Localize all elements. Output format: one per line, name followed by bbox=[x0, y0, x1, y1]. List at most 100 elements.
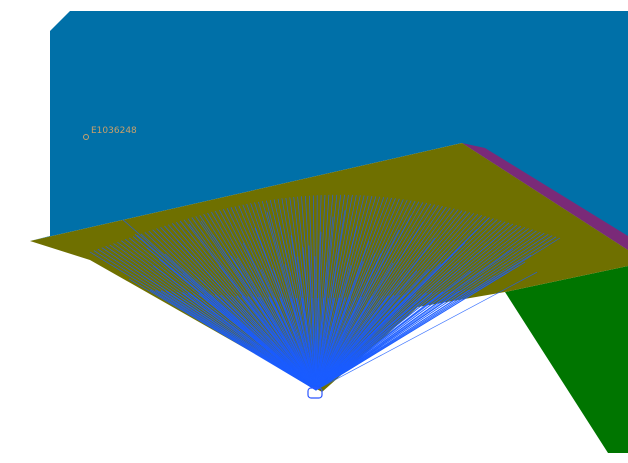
mesh-line bbox=[238, 205, 317, 391]
back-panel-surface[interactable] bbox=[30, 11, 628, 250]
mesh-line bbox=[315, 290, 454, 391]
mesh-line bbox=[315, 293, 417, 391]
mesh-line bbox=[293, 196, 317, 391]
mesh-line bbox=[315, 289, 471, 391]
mesh-line bbox=[315, 297, 324, 391]
mesh-line bbox=[315, 291, 449, 391]
node-label: E1036248 bbox=[91, 126, 137, 136]
mesh-line bbox=[315, 224, 518, 391]
mesh-line bbox=[315, 294, 411, 391]
mesh-line bbox=[315, 229, 400, 391]
mesh-line bbox=[315, 195, 318, 391]
edge-strip-surface[interactable] bbox=[462, 143, 628, 250]
mesh-line bbox=[225, 295, 317, 391]
mesh-line bbox=[315, 194, 326, 391]
mesh-line bbox=[231, 295, 317, 391]
mesh-line bbox=[285, 297, 317, 391]
mesh-line bbox=[279, 297, 317, 391]
mesh-line bbox=[315, 202, 424, 391]
mesh-line bbox=[315, 290, 465, 391]
mesh-line bbox=[315, 295, 389, 391]
mesh-line bbox=[160, 290, 317, 391]
mesh-line bbox=[315, 198, 396, 391]
mesh-line bbox=[315, 292, 433, 391]
mesh-line bbox=[315, 210, 346, 391]
mesh-line bbox=[315, 295, 384, 391]
mesh-line-fan bbox=[89, 194, 561, 391]
mesh-line bbox=[155, 290, 317, 391]
mesh-line bbox=[209, 294, 317, 391]
mesh-line bbox=[176, 291, 317, 391]
mesh-line bbox=[193, 292, 317, 391]
mesh-line bbox=[315, 292, 438, 391]
mesh-line bbox=[263, 297, 317, 391]
mesh-line bbox=[315, 216, 334, 391]
mesh-line bbox=[315, 199, 404, 391]
mesh-line bbox=[315, 197, 392, 391]
mesh-line bbox=[277, 198, 317, 391]
mesh-line bbox=[171, 291, 317, 391]
mesh-line bbox=[315, 297, 346, 391]
mesh-line bbox=[315, 297, 352, 391]
mesh-line bbox=[315, 205, 443, 391]
mesh-line bbox=[281, 198, 317, 391]
mesh-line bbox=[315, 240, 370, 391]
mesh-line bbox=[315, 293, 422, 391]
mesh-line bbox=[220, 294, 317, 391]
mesh-line bbox=[284, 264, 317, 391]
mesh-line bbox=[272, 268, 317, 391]
apex-node-marker[interactable] bbox=[307, 387, 323, 399]
mesh-line bbox=[296, 297, 317, 391]
mesh-line bbox=[247, 296, 317, 391]
mesh-line bbox=[315, 296, 373, 391]
mesh-line bbox=[315, 194, 330, 391]
mesh-line bbox=[144, 232, 317, 391]
mesh-line bbox=[315, 271, 538, 391]
mesh-line bbox=[312, 297, 317, 391]
mesh-line bbox=[315, 291, 444, 391]
mesh-line bbox=[258, 201, 317, 391]
mesh-line bbox=[315, 265, 352, 391]
mesh-line bbox=[187, 292, 317, 391]
mesh-line bbox=[315, 297, 319, 391]
mesh-line bbox=[315, 194, 342, 391]
mesh-line bbox=[252, 296, 317, 391]
mesh-line bbox=[315, 219, 498, 391]
mesh-line bbox=[315, 294, 400, 391]
mesh-line bbox=[290, 297, 317, 391]
mesh-line bbox=[315, 254, 532, 391]
mesh-line bbox=[203, 293, 317, 391]
mesh-line bbox=[301, 297, 317, 391]
mesh-line bbox=[306, 297, 317, 391]
mesh-line bbox=[315, 292, 427, 391]
mesh-line bbox=[274, 297, 317, 391]
mesh-line bbox=[315, 297, 330, 391]
mesh-line bbox=[172, 223, 317, 391]
mesh-line bbox=[314, 256, 317, 391]
mesh-line bbox=[214, 294, 317, 391]
node-marker-icon[interactable] bbox=[83, 134, 89, 140]
mesh-line bbox=[315, 290, 460, 391]
mesh-line bbox=[315, 294, 406, 391]
mesh-line bbox=[182, 292, 317, 391]
mesh-line bbox=[315, 295, 395, 391]
mesh-line bbox=[315, 261, 526, 391]
mesh-line bbox=[236, 295, 317, 391]
mesh-line bbox=[315, 196, 381, 391]
mesh-line bbox=[268, 297, 317, 391]
mesh-line bbox=[315, 296, 368, 391]
mesh-line bbox=[315, 195, 361, 391]
mesh-line bbox=[315, 222, 424, 391]
side-block-surface[interactable] bbox=[505, 266, 628, 453]
mesh-line bbox=[315, 297, 335, 391]
mesh-line bbox=[198, 293, 317, 391]
mesh-line bbox=[166, 290, 317, 391]
mesh-line bbox=[315, 297, 341, 391]
mesh-line bbox=[301, 196, 317, 391]
mesh-line bbox=[241, 296, 317, 391]
mesh-line bbox=[315, 296, 362, 391]
mesh-line bbox=[315, 297, 357, 391]
mesh-line bbox=[248, 265, 317, 391]
